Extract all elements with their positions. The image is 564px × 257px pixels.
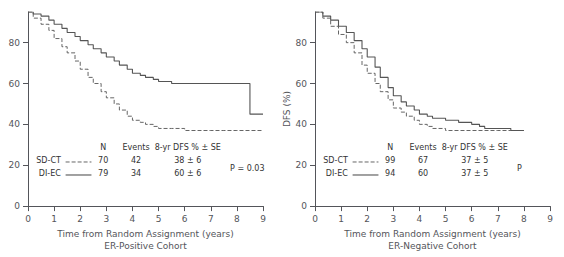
- svg-text:9: 9: [260, 214, 266, 224]
- svg-text:20: 20: [9, 160, 21, 170]
- svg-text:4: 4: [130, 214, 136, 224]
- svg-text:42: 42: [131, 156, 141, 165]
- svg-text:38 ± 6: 38 ± 6: [174, 156, 201, 165]
- svg-text:80: 80: [296, 38, 308, 48]
- svg-text:0: 0: [14, 201, 20, 211]
- svg-text:6: 6: [182, 214, 188, 224]
- svg-text:20: 20: [296, 160, 308, 170]
- svg-text:60: 60: [296, 79, 308, 89]
- svg-text:5: 5: [443, 214, 449, 224]
- svg-text:DI-EC: DI-EC: [326, 169, 348, 178]
- svg-text:Events: Events: [410, 143, 437, 152]
- svg-text:9: 9: [547, 214, 553, 224]
- svg-text:SD-CT: SD-CT: [323, 156, 348, 165]
- svg-text:SD-CT: SD-CT: [36, 156, 61, 165]
- svg-text:60: 60: [418, 169, 428, 178]
- svg-text:3: 3: [390, 214, 396, 224]
- svg-text:ER-Negative Cohort: ER-Negative Cohort: [388, 241, 477, 251]
- svg-text:7: 7: [208, 214, 214, 224]
- svg-text:Time from Random Assignment (y: Time from Random Assignment (years): [56, 229, 233, 239]
- svg-text:0: 0: [25, 214, 31, 224]
- svg-text:2: 2: [364, 214, 370, 224]
- svg-text:60 ± 6: 60 ± 6: [174, 169, 201, 178]
- svg-text:37 ± 5: 37 ± 5: [461, 169, 488, 178]
- svg-text:70: 70: [98, 156, 108, 165]
- svg-text:1: 1: [338, 214, 344, 224]
- svg-text:99: 99: [385, 156, 395, 165]
- svg-text:ER-Positive Cohort: ER-Positive Cohort: [104, 241, 187, 251]
- svg-text:5: 5: [156, 214, 162, 224]
- svg-text:Time from Random Assignment (y: Time from Random Assignment (years): [343, 229, 520, 239]
- svg-text:60: 60: [9, 79, 21, 89]
- svg-text:67: 67: [418, 156, 428, 165]
- svg-text:0: 0: [312, 214, 318, 224]
- svg-text:79: 79: [98, 169, 108, 178]
- svg-text:40: 40: [296, 119, 308, 129]
- svg-text:4: 4: [417, 214, 423, 224]
- svg-text:6: 6: [469, 214, 475, 224]
- svg-text:N: N: [387, 143, 393, 152]
- svg-text:N: N: [100, 143, 106, 152]
- svg-text:8: 8: [521, 214, 527, 224]
- svg-text:37 ± 5: 37 ± 5: [461, 156, 488, 165]
- svg-text:8-yr DFS % ± SE: 8-yr DFS % ± SE: [155, 143, 221, 152]
- svg-text:8-yr DFS % ± SE: 8-yr DFS % ± SE: [442, 143, 508, 152]
- svg-text:40: 40: [9, 119, 21, 129]
- svg-text:34: 34: [131, 169, 141, 178]
- svg-text:P = 0.03: P = 0.03: [230, 164, 264, 173]
- svg-text:2: 2: [77, 214, 83, 224]
- svg-text:DI-EC: DI-EC: [39, 169, 61, 178]
- svg-text:8: 8: [234, 214, 240, 224]
- svg-text:Events: Events: [123, 143, 150, 152]
- svg-text:7: 7: [495, 214, 501, 224]
- svg-text:P: P: [517, 164, 522, 173]
- svg-text:80: 80: [9, 38, 21, 48]
- svg-text:3: 3: [103, 214, 109, 224]
- svg-text:DFS (%): DFS (%): [282, 91, 292, 127]
- svg-text:0: 0: [301, 201, 307, 211]
- svg-text:1: 1: [51, 214, 57, 224]
- svg-text:94: 94: [385, 169, 395, 178]
